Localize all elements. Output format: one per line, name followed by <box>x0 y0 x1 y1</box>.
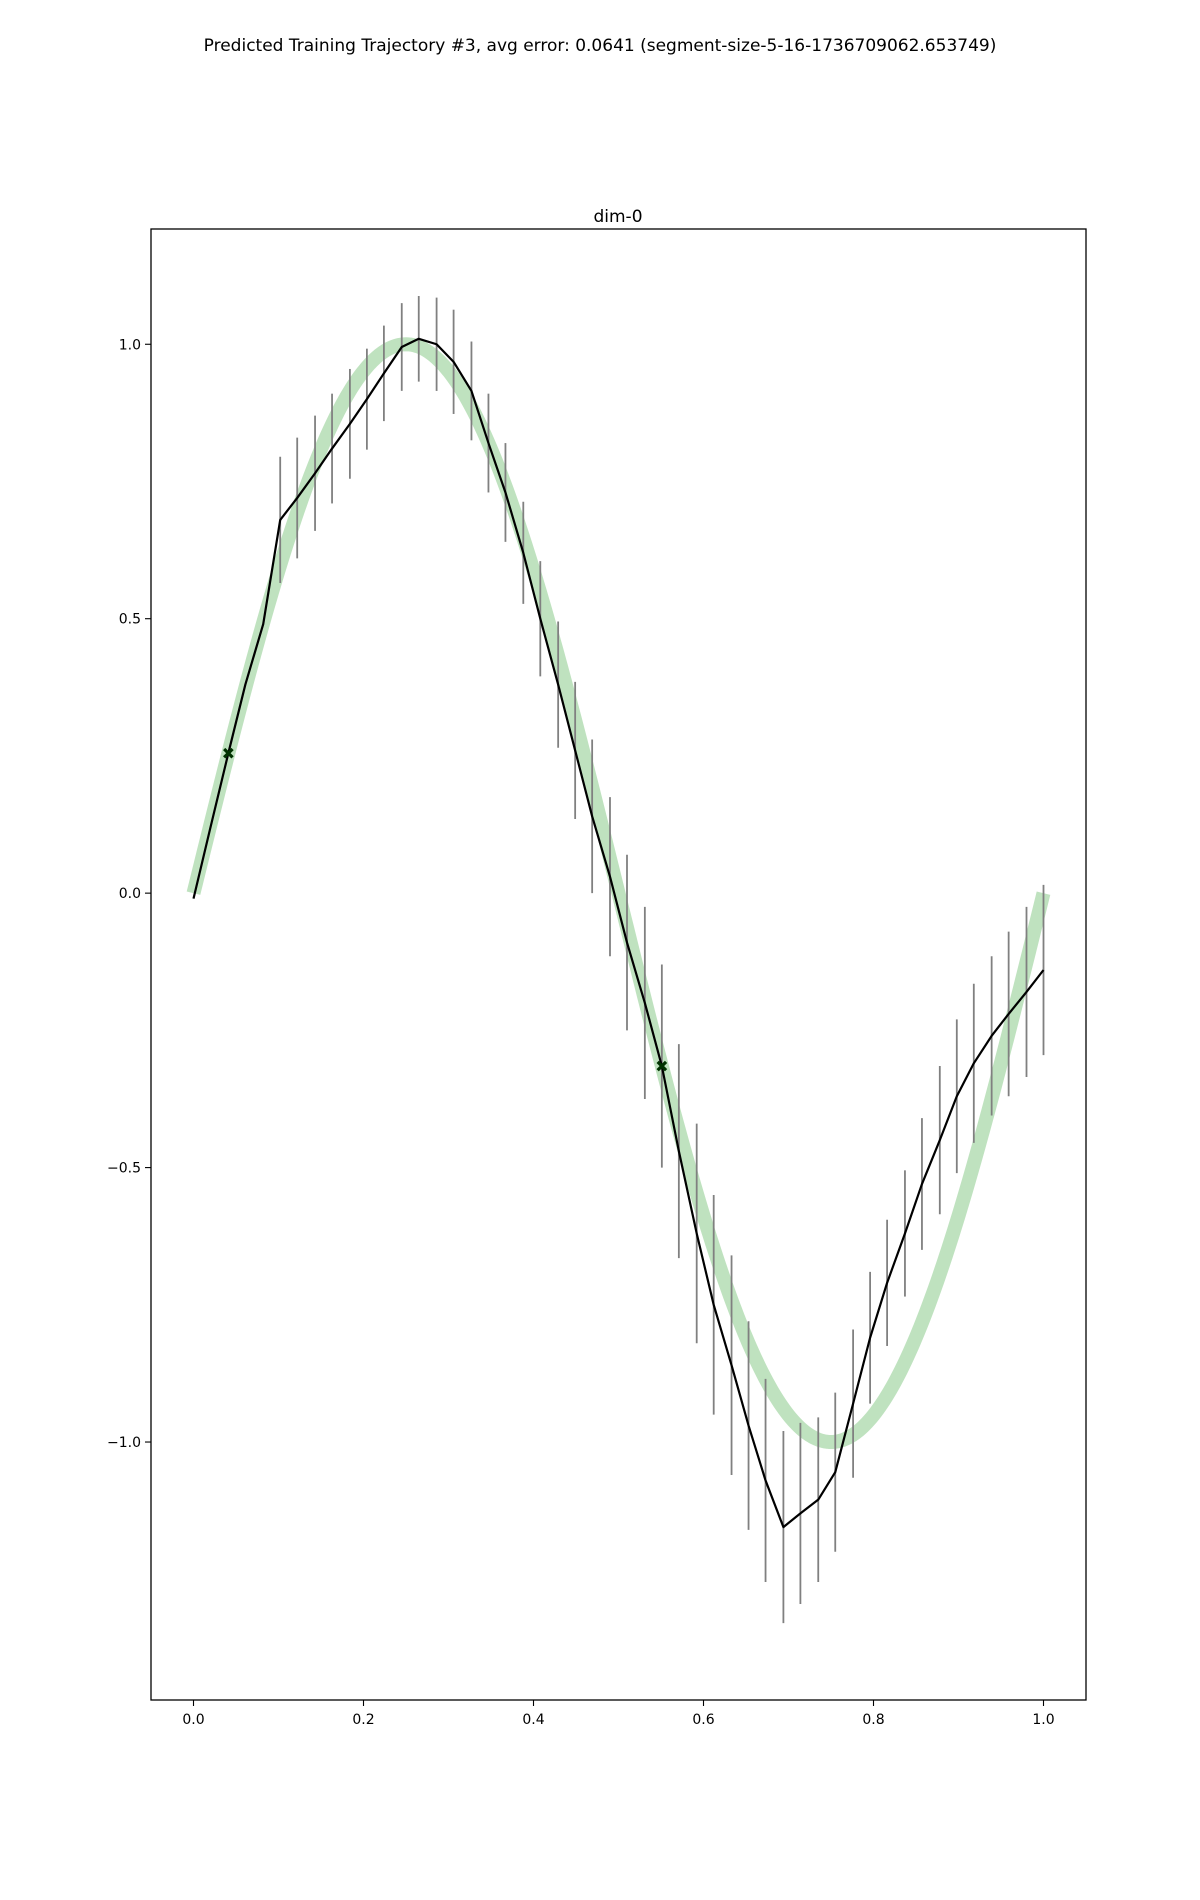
prediction-line <box>192 337 1045 1529</box>
x-tick-label: 0.8 <box>862 1712 884 1728</box>
y-tick-label: −0.5 <box>107 1161 141 1177</box>
y-tick-label: 0.0 <box>119 886 141 902</box>
ground-truth-line <box>186 337 1051 1450</box>
y-tick-label: 0.5 <box>119 612 141 628</box>
x-tick-label: 0.6 <box>692 1712 714 1728</box>
x-tick-label: 0.0 <box>182 1712 204 1728</box>
chart-title: dim-0 <box>593 207 642 227</box>
observed-point-marker <box>656 1060 668 1072</box>
x-tick-label: 0.2 <box>352 1712 374 1728</box>
axes-frame <box>150 228 1087 1701</box>
x-tick-label: 0.4 <box>522 1712 544 1728</box>
x-tick-label: 1.0 <box>1032 1712 1054 1728</box>
y-tick-label: −1.0 <box>107 1435 141 1451</box>
figure-title: Predicted Training Trajectory #3, avg er… <box>204 36 997 56</box>
observed-point-marker <box>223 747 234 759</box>
y-tick-label: 1.0 <box>119 337 141 353</box>
plot-area: 0.0 0.2 0.4 0.6 0.8 1.0 1.0 0.5 0.0 −0.5 −1.0 <box>107 228 1087 1728</box>
